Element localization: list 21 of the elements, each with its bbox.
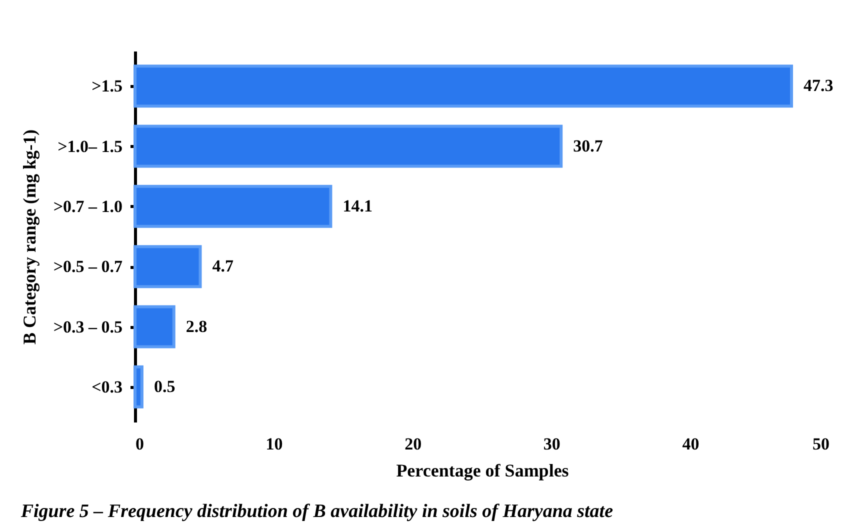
y-tick-label: >1.0– 1.5 — [58, 136, 122, 156]
y-tick-label: >0.5 – 0.7 — [53, 257, 123, 276]
x-tick-label: 10 — [266, 434, 283, 454]
data-label: 4.7 — [212, 256, 234, 276]
data-label: 47.3 — [804, 76, 834, 96]
x-tick-label: 40 — [682, 434, 700, 454]
data-label: 0.5 — [154, 376, 176, 396]
y-tick-label: <0.3 — [92, 377, 122, 396]
y-axis-title: B Category range (mg kg-1) — [19, 130, 40, 344]
x-tick-label: 0 — [136, 434, 144, 454]
x-tick-label: 20 — [404, 434, 422, 454]
y-tick-label: >1.5 — [92, 76, 122, 96]
data-label: 2.8 — [186, 316, 208, 336]
y-tick-label: >0.3 – 0.5 — [53, 317, 122, 336]
y-tick-label: >0.7 – 1.0 — [53, 196, 122, 216]
data-label: 30.7 — [573, 136, 604, 156]
x-tick-label: 30 — [543, 434, 560, 454]
x-axis-title: Percentage of Samples — [396, 460, 569, 480]
x-tick-label: 50 — [812, 434, 830, 454]
caption: Figure 5 – Frequency distribution of B availability in soils of Haryana state — [20, 501, 614, 522]
data-label: 14.1 — [342, 196, 372, 216]
